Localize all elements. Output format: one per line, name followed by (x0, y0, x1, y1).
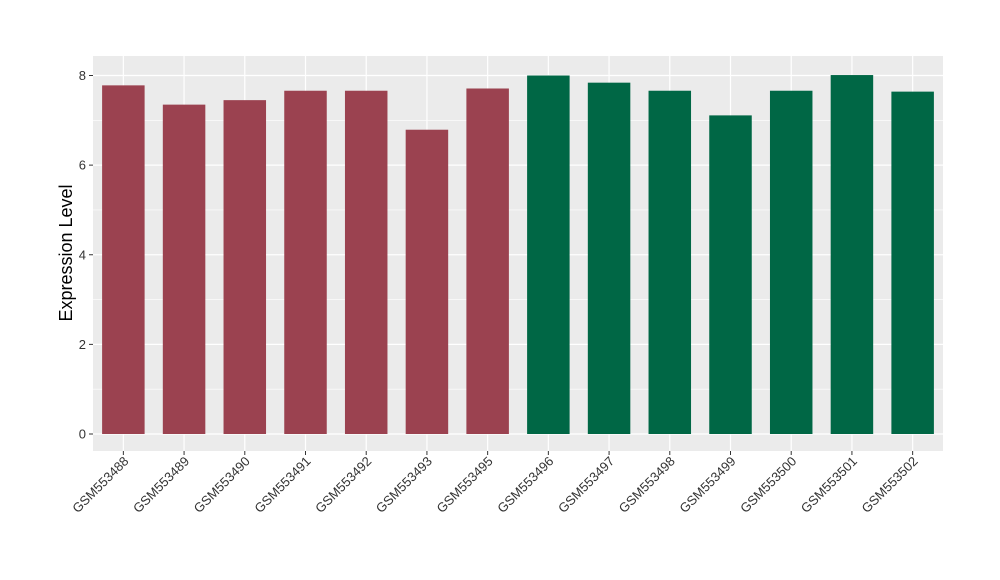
bars (102, 75, 934, 435)
bar-GSM553497 (587, 82, 631, 435)
bar-GSM553489 (162, 104, 206, 435)
bar-GSM553498 (648, 90, 692, 434)
y-tick-label: 0 (79, 427, 86, 442)
x-tick-label: GSM553498 (616, 454, 678, 516)
bar-GSM553492 (344, 90, 388, 434)
x-axis: GSM553488GSM553489GSM553490GSM553491GSM5… (69, 451, 921, 516)
x-tick-label: GSM553496 (494, 454, 556, 516)
bar-GSM553493 (405, 129, 449, 434)
bar-GSM553488 (102, 85, 145, 434)
bar-GSM553495 (466, 88, 509, 434)
bar-GSM553499 (709, 115, 752, 435)
y-axis-title: Expression Level (56, 184, 76, 321)
bar-GSM553496 (527, 75, 570, 434)
y-tick-label: 8 (79, 68, 86, 83)
x-tick-label: GSM553489 (130, 454, 192, 516)
x-tick-label: GSM553495 (434, 454, 496, 516)
y-tick-label: 6 (79, 158, 86, 173)
x-tick-label: GSM553491 (251, 454, 313, 516)
y-axis: 0 2 4 6 8 (79, 68, 93, 442)
x-tick-label: GSM553500 (737, 454, 799, 516)
x-tick-label: GSM553488 (69, 454, 131, 516)
bar-GSM553491 (284, 90, 327, 434)
x-tick-label: GSM553490 (191, 454, 253, 516)
x-tick-label: GSM553499 (676, 454, 738, 516)
x-tick-label: GSM553501 (798, 454, 860, 516)
bar-GSM553502 (891, 91, 934, 434)
x-tick-label: GSM553493 (373, 454, 435, 516)
y-tick-label: 4 (79, 247, 86, 262)
y-tick-label: 2 (79, 337, 86, 352)
bar-GSM553501 (830, 75, 874, 434)
x-tick-label: GSM553497 (555, 454, 617, 516)
bar-GSM553490 (223, 100, 267, 434)
x-tick-label: GSM553502 (859, 454, 921, 516)
x-tick-label: GSM553492 (312, 454, 374, 516)
bar-GSM553500 (769, 90, 813, 434)
plot-panel (93, 56, 943, 451)
